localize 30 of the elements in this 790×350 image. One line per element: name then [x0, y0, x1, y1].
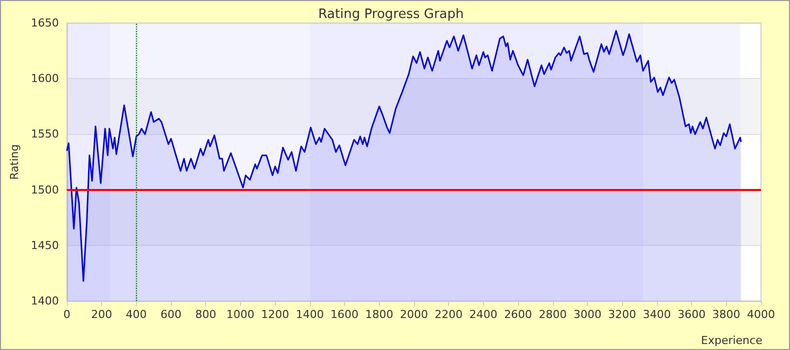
x-tick-label: 3200: [608, 308, 636, 321]
x-tick-label: 1400: [296, 308, 324, 321]
chart-title: Rating Progress Graph: [318, 7, 464, 22]
x-tick-label: 200: [91, 308, 112, 321]
y-tick-label: 1500: [30, 183, 59, 196]
y-tick-label: 1450: [30, 238, 59, 252]
y-tick-label: 1600: [30, 72, 59, 86]
x-tick-label: 3400: [642, 308, 671, 321]
x-tick-label: 3000: [573, 308, 602, 321]
x-tick-label: 4000: [747, 308, 775, 321]
x-tick-label: 2800: [538, 308, 567, 321]
x-tick-label: 2200: [434, 308, 463, 321]
x-tick-label: 3800: [712, 308, 740, 321]
x-tick-label: 800: [195, 308, 216, 321]
x-tick-label: 2000: [400, 308, 428, 321]
y-tick-label: 1400: [30, 294, 59, 308]
x-tick-label: 1800: [365, 308, 394, 321]
x-tick-label: 2400: [469, 308, 498, 321]
x-tick-label: 2600: [504, 308, 532, 321]
x-tick-label: 1000: [226, 308, 254, 321]
x-tick-label: 3600: [678, 308, 706, 321]
x-tick-label: 600: [160, 308, 182, 321]
x-tick-label: 0: [63, 308, 70, 321]
x-axis-title: Experience: [701, 334, 763, 347]
x-tick-label: 400: [126, 308, 147, 321]
y-axis-title: Rating: [8, 144, 21, 180]
y-tick-label: 1650: [30, 16, 59, 30]
x-tick-label: 1200: [261, 308, 290, 321]
y-tick-label: 1550: [30, 128, 59, 141]
x-tick-label: 1600: [330, 308, 359, 321]
